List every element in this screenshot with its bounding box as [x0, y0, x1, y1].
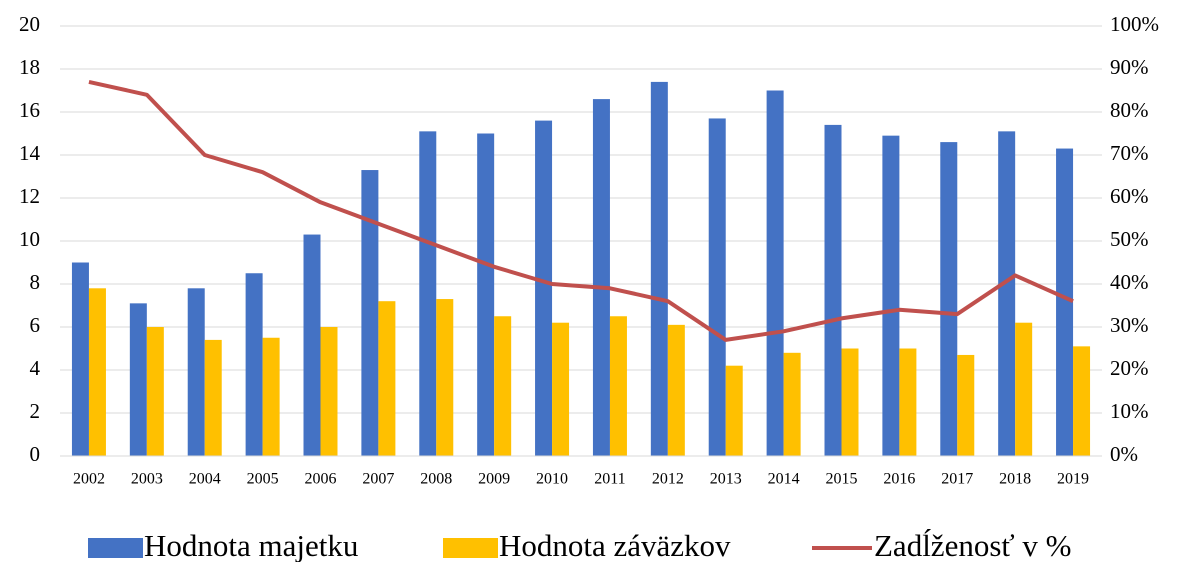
y-tick-label: 4	[30, 356, 41, 380]
x-tick-label: 2005	[247, 471, 279, 488]
legend-swatch	[443, 538, 498, 558]
x-tick-label: 2003	[131, 471, 163, 488]
line	[88, 79, 1074, 342]
bar	[419, 131, 437, 456]
bar	[783, 352, 801, 456]
bar	[650, 81, 668, 457]
y2-tick-label: 80%	[1110, 98, 1149, 122]
bar	[824, 124, 842, 457]
y-tick-label: 18	[19, 55, 40, 79]
y2-tick-label: 40%	[1110, 270, 1149, 294]
bar	[1015, 322, 1033, 456]
bar	[88, 288, 106, 456]
x-tick-label: 2017	[941, 471, 973, 488]
y-tick-label: 2	[30, 399, 41, 423]
bar	[998, 131, 1016, 456]
x-tick-label: 2014	[768, 471, 800, 488]
bar	[378, 301, 396, 456]
legend-label: Hodnota majetku	[144, 528, 358, 562]
bar	[957, 354, 975, 456]
x-tick-label: 2012	[652, 471, 684, 488]
y2-tick-label: 100%	[1110, 12, 1159, 36]
bar	[899, 348, 917, 456]
x-tick-label: 2013	[710, 471, 742, 488]
y-tick-label: 10	[19, 227, 40, 251]
y-tick-label: 20	[19, 12, 40, 36]
x-tick-label: 2002	[73, 471, 105, 488]
y-tick-label: 6	[30, 313, 41, 337]
x-tick-label: 2018	[999, 471, 1031, 488]
bar	[494, 316, 512, 456]
x-tick-label: 2007	[362, 471, 394, 488]
x-tick-label: 2006	[305, 471, 337, 488]
bar	[667, 324, 685, 456]
y-tick-label: 16	[19, 98, 40, 122]
y2-tick-label: 60%	[1110, 184, 1149, 208]
y2-tick-label: 90%	[1110, 55, 1149, 79]
bar	[204, 339, 222, 456]
bar	[882, 135, 900, 456]
y-tick-label: 0	[30, 442, 41, 466]
bar	[361, 170, 379, 457]
y2-tick-label: 20%	[1110, 356, 1149, 380]
bar	[725, 365, 743, 456]
bar	[320, 327, 338, 456]
bar	[303, 234, 321, 456]
x-tick-label: 2016	[883, 471, 915, 488]
bar	[129, 303, 147, 456]
y2-tick-label: 50%	[1110, 227, 1149, 251]
y-tick-label: 12	[19, 184, 40, 208]
bar	[146, 327, 164, 456]
x-tick-label: 2015	[826, 471, 858, 488]
bar	[1073, 346, 1091, 456]
bar	[766, 90, 784, 456]
x-tick-label: 2009	[478, 471, 510, 488]
legend-label: Zadĺženosť v %	[874, 528, 1071, 562]
legend-swatch	[88, 538, 143, 558]
bar	[262, 337, 280, 456]
y2-tick-label: 0%	[1110, 442, 1138, 466]
bar	[436, 299, 454, 456]
x-tick-label: 2010	[536, 471, 568, 488]
bar	[841, 348, 859, 456]
y2-tick-label: 10%	[1110, 399, 1149, 423]
bar	[940, 142, 958, 456]
bar	[609, 316, 627, 456]
bar	[592, 99, 610, 456]
x-tick-label: 2011	[594, 471, 625, 488]
bar	[71, 262, 89, 456]
x-tick-label: 2008	[420, 471, 452, 488]
y2-tick-label: 30%	[1110, 313, 1149, 337]
y2-tick-label: 70%	[1110, 141, 1149, 165]
bar	[245, 273, 263, 456]
y-tick-label: 8	[30, 270, 41, 294]
bar	[535, 120, 553, 456]
bar	[477, 133, 495, 456]
x-tick-label: 2019	[1057, 471, 1089, 488]
bar	[708, 118, 726, 456]
y-tick-label: 14	[19, 141, 41, 165]
bar	[552, 322, 570, 456]
bar	[1056, 148, 1074, 457]
bar	[187, 288, 205, 456]
legend-label: Hodnota záväzkov	[499, 528, 731, 562]
x-tick-label: 2004	[189, 471, 221, 488]
